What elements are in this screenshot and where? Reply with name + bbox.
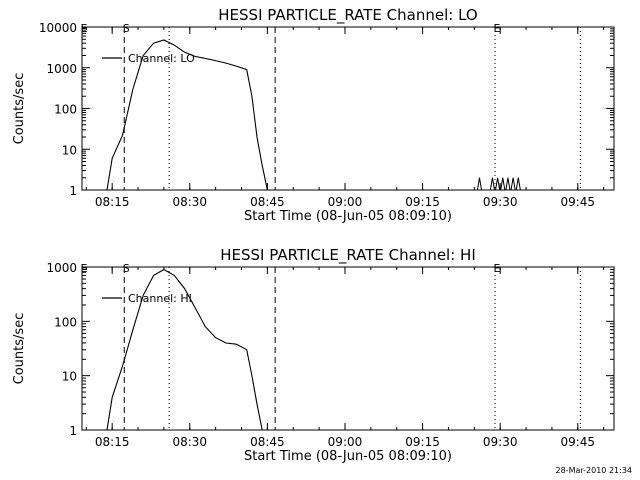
panel-1-x-tick-label: 08:30 xyxy=(172,195,207,209)
panel-1-event-marker-label: E xyxy=(494,22,501,35)
panel-1-event-marker-label: E xyxy=(81,22,88,35)
panel-2-frame xyxy=(81,266,615,431)
panel-1-y-tick-label: 10 xyxy=(62,143,77,157)
panel-1-y-tick-label: 10000 xyxy=(39,21,77,35)
panel-2-x-tick-label: 08:45 xyxy=(250,435,285,449)
panel-2-y-tick-label: 100 xyxy=(54,315,77,329)
panel-2-x-tick-label: 08:30 xyxy=(172,435,207,449)
panel-2-legend-label: Channel: HI xyxy=(128,292,192,305)
panel-1-legend-label: Channel: LO xyxy=(128,52,195,65)
panel-1-series-line xyxy=(106,39,268,191)
panel-2-x-axis-label: Start Time (08-Jun-05 08:09:10) xyxy=(244,449,452,464)
panel-2-x-tick-label: 09:30 xyxy=(483,435,518,449)
panel-2-y-tick-label: 1 xyxy=(69,424,77,438)
panel-2-x-tick-label: 09:00 xyxy=(328,435,363,449)
panel-1-y-tick-label: 100 xyxy=(54,103,77,117)
panel-1-background-spike xyxy=(505,177,511,191)
panel-1-x-tick-label: 09:30 xyxy=(483,195,518,209)
panel-1-y-tick-label: 1 xyxy=(69,184,77,198)
panel-1-background-spike xyxy=(515,177,521,191)
panel-1-background-spike xyxy=(495,177,501,191)
panel-2-x-tick-label: 08:15 xyxy=(95,435,130,449)
panel-1-x-tick-label: 09:15 xyxy=(405,195,440,209)
panel-1-title: HESSI PARTICLE_RATE Channel: LO xyxy=(218,6,477,25)
panel-1-x-tick-label: 09:00 xyxy=(328,195,363,209)
panel-1-x-tick-label: 09:45 xyxy=(560,195,595,209)
panel-2-y-tick-label: 1000 xyxy=(46,261,77,275)
panel-1-x-tick-label: 08:45 xyxy=(250,195,285,209)
panel-2-x-tick-label: 09:45 xyxy=(560,435,595,449)
panel-2-title: HESSI PARTICLE_RATE Channel: HI xyxy=(220,246,476,265)
panel-1-y-tick-label: 1000 xyxy=(46,62,77,76)
panel-1-background-spike xyxy=(500,177,506,191)
panel-1-x-axis-label: Start Time (08-Jun-05 08:09:10) xyxy=(244,209,452,224)
panel-1-background-spike xyxy=(476,177,483,191)
panel-1-event-marker-label: S xyxy=(123,22,130,35)
panel-2-event-marker-label: S xyxy=(123,262,130,275)
plot-timestamp: 28-Mar-2010 21:34 xyxy=(555,466,633,475)
panel-2-x-tick-label: 09:15 xyxy=(405,435,440,449)
panel-1-y-axis-label: Counts/sec xyxy=(12,73,27,145)
panel-1-background-spike xyxy=(510,177,516,191)
panel-1-background-spike xyxy=(489,177,495,191)
panel-2-event-marker-label: E xyxy=(494,262,501,275)
panel-2-series-line xyxy=(106,268,263,431)
panel-2-event-marker-label: E xyxy=(81,262,88,275)
panel-2-y-axis-label: Counts/sec xyxy=(12,313,27,385)
panel-1-x-tick-label: 08:15 xyxy=(95,195,130,209)
panel-2-y-tick-label: 10 xyxy=(62,370,77,384)
